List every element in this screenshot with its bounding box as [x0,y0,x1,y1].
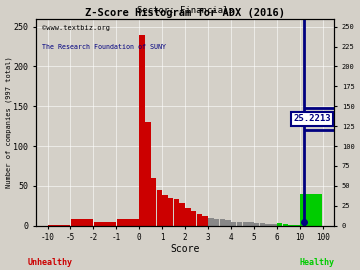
Text: Unhealthy: Unhealthy [28,258,73,267]
Y-axis label: Number of companies (997 total): Number of companies (997 total) [5,56,12,188]
Bar [294,225,300,226]
Bar [288,225,294,226]
Title: Z-Score Histogram for ADX (2016): Z-Score Histogram for ADX (2016) [85,8,285,18]
Bar [162,195,168,226]
Text: Sector: Financials: Sector: Financials [137,6,233,15]
Bar [180,203,185,226]
Bar [168,198,174,226]
Text: The Research Foundation of SUNY: The Research Foundation of SUNY [42,43,166,49]
Text: 25.2213: 25.2213 [293,114,331,123]
Bar [214,219,219,226]
Bar [243,222,248,226]
Bar [283,224,288,226]
X-axis label: Score: Score [170,244,200,254]
Bar [237,222,242,226]
Bar [202,216,208,226]
Text: ©www.textbiz.org: ©www.textbiz.org [42,25,110,31]
Bar [191,211,197,226]
Bar [260,223,265,226]
Bar [225,220,231,226]
Bar [71,219,93,226]
Bar [300,194,322,226]
Bar [197,214,202,226]
Bar [265,224,271,226]
Bar [277,223,282,226]
Bar [151,178,156,226]
Bar [254,223,260,226]
Bar [157,190,162,226]
Bar [117,219,139,226]
Text: Healthy: Healthy [299,258,334,267]
Bar [220,219,225,226]
Bar [139,35,145,226]
Bar [248,222,254,226]
Bar [185,208,191,226]
Bar [208,218,213,226]
Bar [145,122,150,226]
Bar [271,224,276,226]
Bar [174,199,179,226]
Bar [231,222,237,226]
Bar [48,225,70,226]
Bar [94,222,116,226]
